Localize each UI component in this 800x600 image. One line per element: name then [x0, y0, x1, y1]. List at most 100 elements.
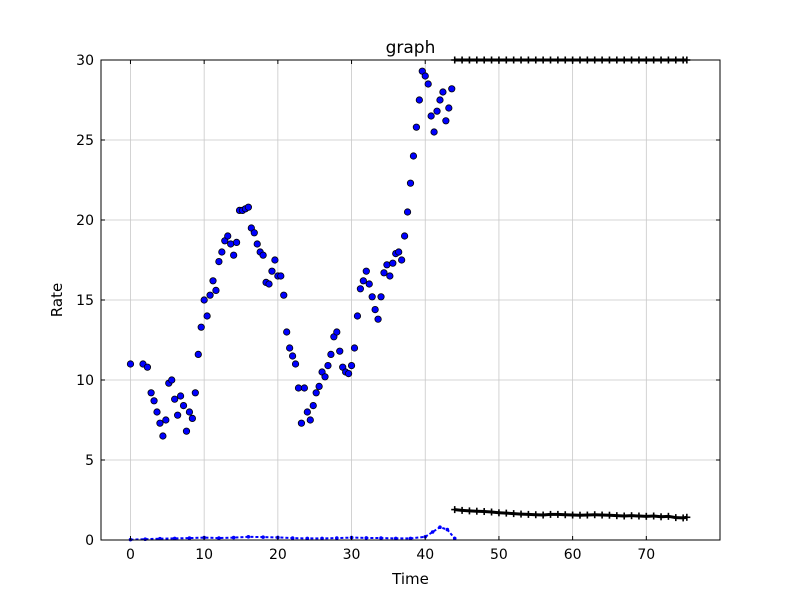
- data-point: [230, 251, 238, 259]
- data-point: [380, 269, 388, 277]
- x-axis-label: Time: [391, 570, 429, 588]
- data-point: [427, 112, 435, 120]
- data-point: [297, 419, 306, 427]
- x-tick-label: 70: [637, 547, 655, 563]
- data-point: [185, 408, 194, 416]
- data-point: [445, 104, 453, 112]
- data-point: [383, 261, 391, 269]
- data-point: [153, 408, 161, 416]
- data-point: [200, 296, 208, 304]
- data-point: [386, 272, 394, 280]
- data-point: [283, 328, 291, 336]
- data-point: [415, 96, 423, 104]
- data-point: [174, 411, 182, 419]
- data-point: [424, 80, 432, 88]
- data-marks: [126, 56, 691, 542]
- data-point: [143, 363, 152, 371]
- data-point: [403, 208, 412, 216]
- data-point: [188, 414, 196, 422]
- data-point: [306, 416, 314, 424]
- data-point: [321, 373, 329, 381]
- data-point: [227, 240, 235, 248]
- data-point: [171, 395, 179, 403]
- data-point: [300, 384, 308, 392]
- data-point: [277, 272, 285, 280]
- data-point: [353, 312, 362, 320]
- data-point: [147, 389, 155, 397]
- data-point: [197, 323, 205, 331]
- data-point: [250, 229, 258, 237]
- baseline-point: [187, 536, 192, 540]
- data-point: [218, 248, 226, 256]
- data-point: [291, 360, 300, 368]
- data-point: [374, 315, 382, 323]
- data-point: [406, 179, 415, 187]
- data-point: [280, 291, 288, 299]
- data-point: [344, 369, 353, 378]
- data-point: [395, 248, 403, 256]
- data-point: [194, 350, 202, 358]
- data-point: [421, 72, 429, 80]
- data-point: [336, 347, 344, 355]
- baseline-point: [261, 535, 265, 539]
- data-point: [412, 123, 420, 131]
- data-point: [389, 259, 397, 267]
- data-point: [156, 419, 164, 427]
- data-point: [368, 293, 376, 301]
- baseline-point: [452, 536, 457, 541]
- baseline-point: [379, 536, 383, 540]
- data-point: [244, 203, 252, 211]
- data-point: [324, 361, 332, 370]
- y-tick-label: 30: [76, 53, 94, 69]
- data-point: [268, 267, 276, 275]
- baseline-point: [290, 536, 295, 540]
- data-point: [176, 392, 185, 400]
- y-axis-label: Rate: [48, 283, 66, 317]
- x-tick-label: 10: [195, 547, 213, 563]
- y-tick-label: 5: [85, 453, 94, 469]
- data-point: [179, 401, 188, 410]
- y-tick-label: 15: [76, 293, 94, 309]
- x-tick-label: 20: [269, 547, 287, 563]
- data-point: [126, 360, 135, 368]
- baseline-point: [393, 536, 398, 541]
- data-point: [359, 277, 367, 285]
- data-point: [356, 285, 364, 293]
- data-point: [401, 232, 409, 240]
- data-point: [182, 427, 191, 435]
- x-tick-label: 30: [343, 547, 361, 563]
- ticks: 0 10 20 30 40 50 60 70 0 5 10 15 20 25 30: [76, 53, 720, 563]
- x-tick-label: 40: [416, 547, 434, 563]
- data-point: [315, 382, 323, 390]
- data-point: [377, 293, 385, 301]
- baseline-point: [172, 536, 177, 541]
- baseline-point: [445, 527, 450, 532]
- data-point: [162, 416, 170, 424]
- x-tick-label: 50: [490, 547, 508, 563]
- data-point: [168, 376, 176, 384]
- baseline-point: [305, 536, 310, 541]
- data-point: [159, 432, 167, 440]
- data-point: [433, 107, 441, 115]
- data-point: [265, 280, 273, 288]
- baseline-point: [246, 535, 251, 539]
- data-point: [224, 232, 232, 240]
- data-point: [203, 312, 211, 320]
- data-point: [150, 397, 158, 405]
- data-point: [288, 352, 297, 360]
- data-point: [215, 257, 223, 266]
- data-point: [347, 361, 356, 370]
- y-tick-label: 25: [76, 133, 94, 149]
- data-point: [442, 117, 450, 125]
- y-tick-label: 20: [76, 213, 94, 229]
- baseline-point: [217, 536, 221, 540]
- chart-title: graph: [386, 38, 436, 58]
- data-point: [365, 280, 373, 288]
- y-tick-label: 0: [85, 533, 94, 549]
- data-point: [350, 344, 359, 352]
- data-point: [191, 389, 199, 397]
- data-point: [436, 96, 444, 104]
- data-point: [362, 267, 370, 275]
- baseline-point: [430, 530, 435, 534]
